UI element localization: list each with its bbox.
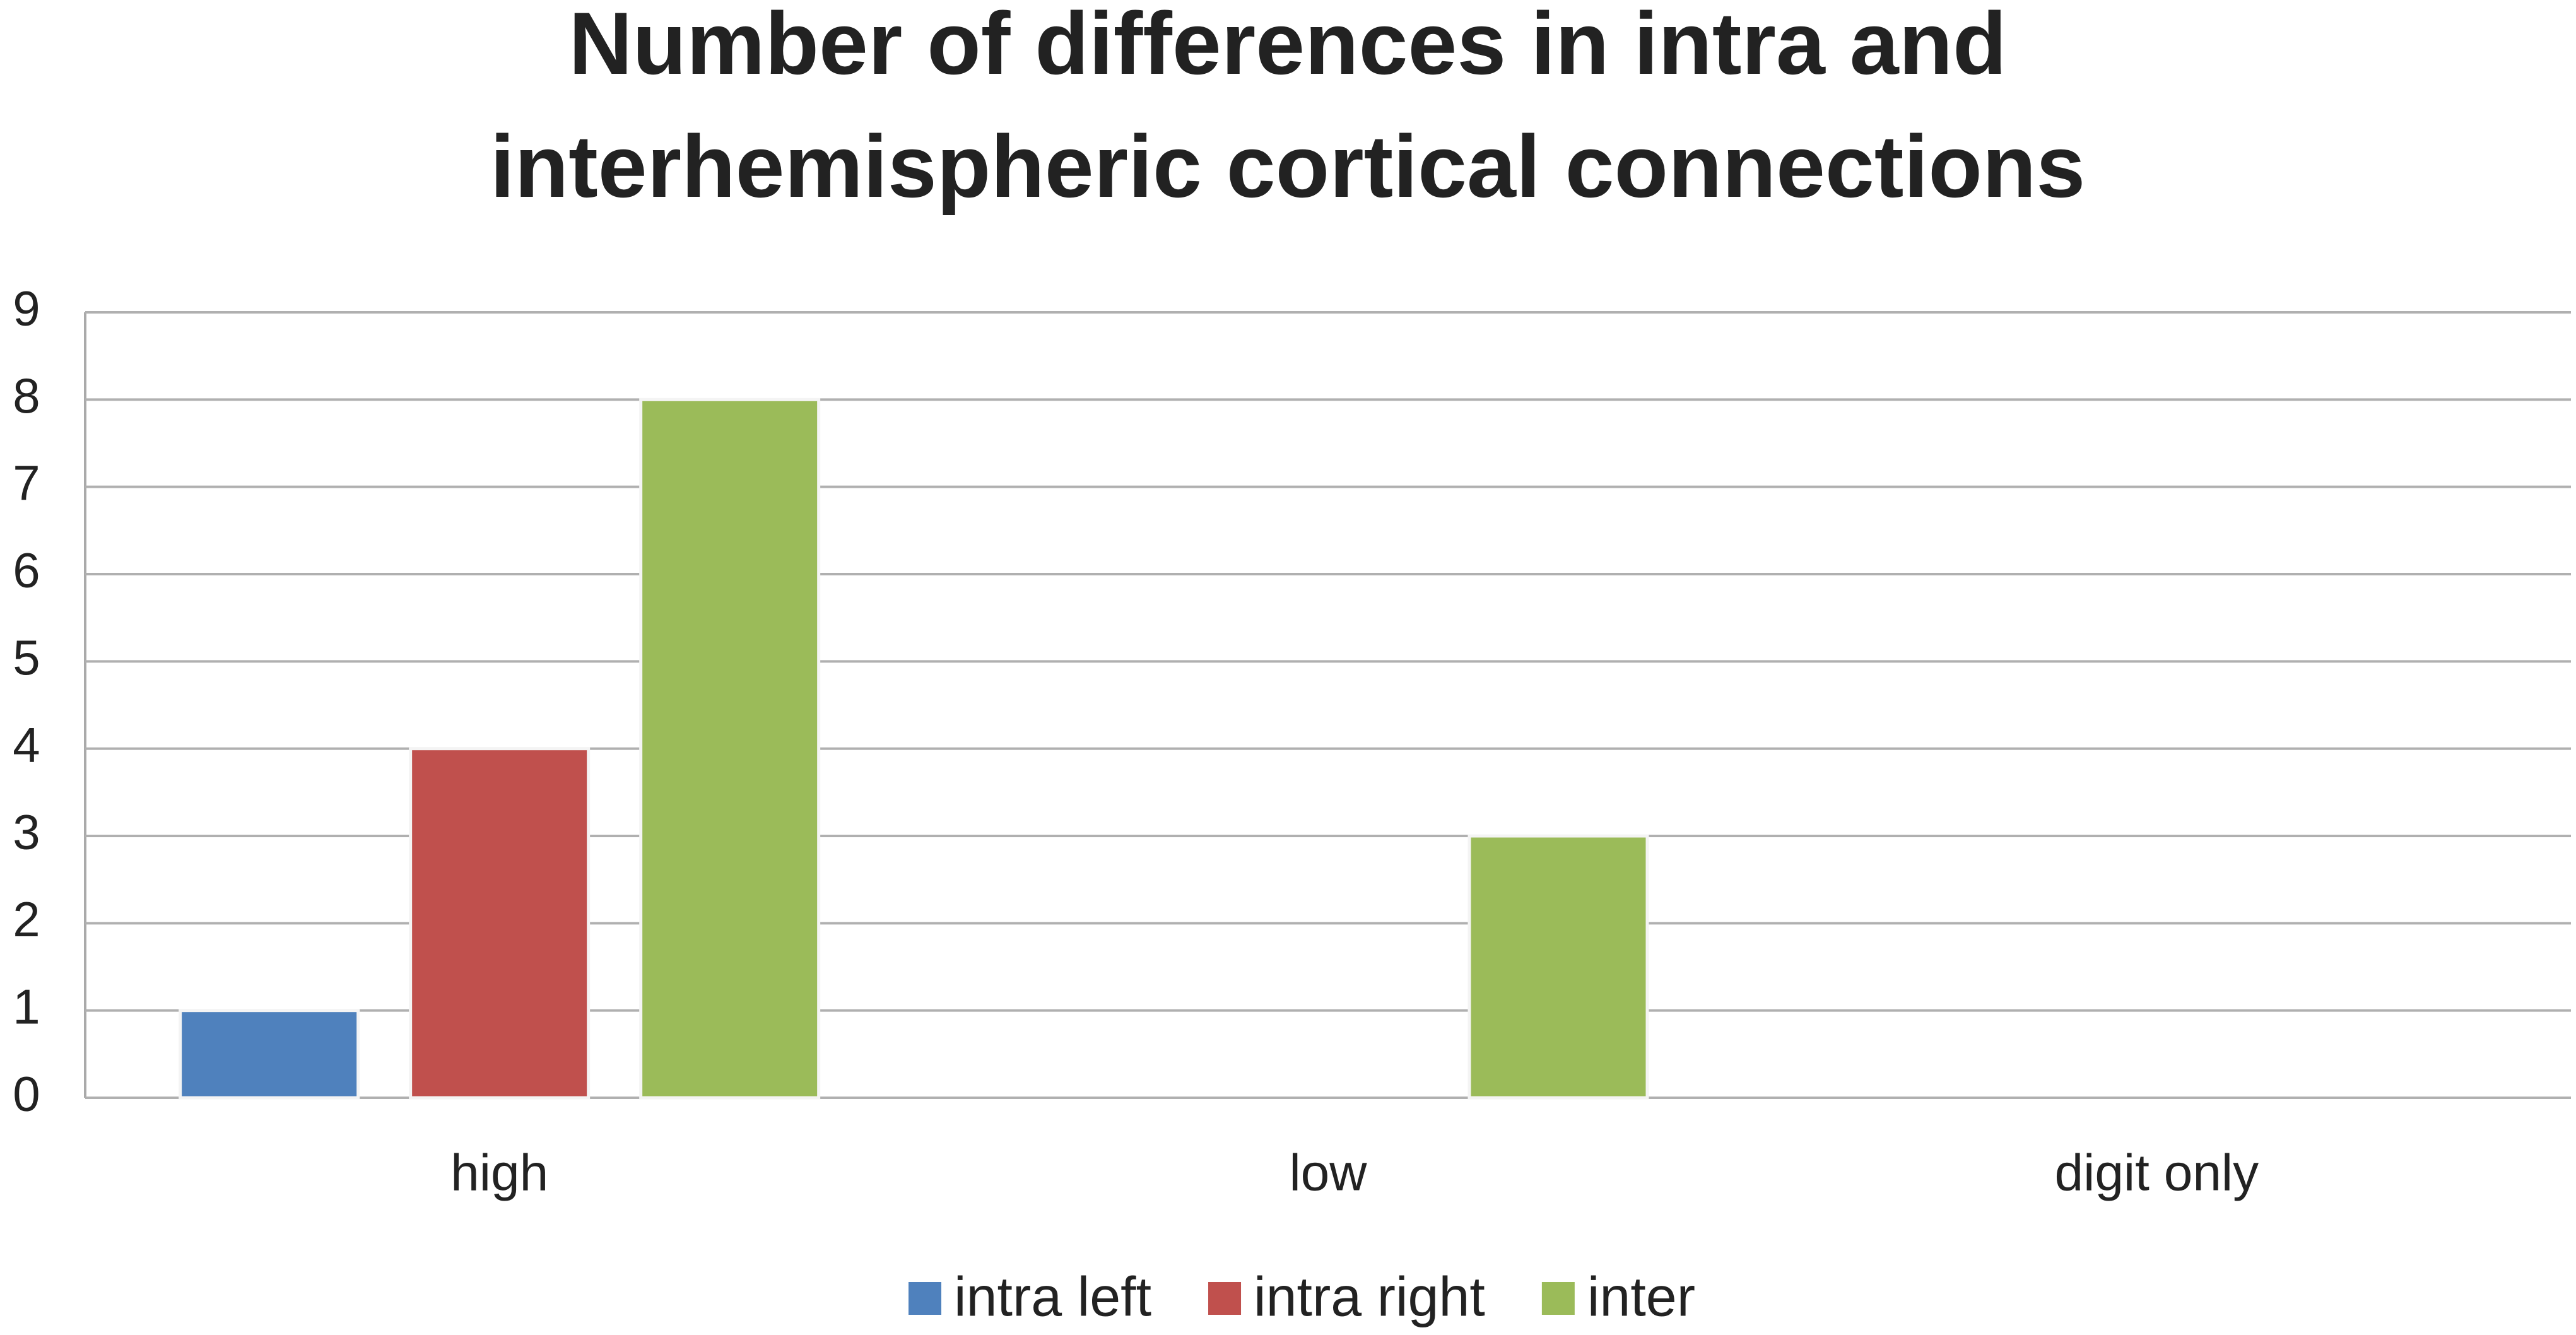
legend-swatch — [909, 1282, 941, 1315]
chart-title: Number of differences in intra and — [568, 0, 2006, 93]
x-tick-label: high — [450, 1144, 548, 1202]
y-tick-label: 5 — [13, 630, 40, 685]
legend-label: inter — [1587, 1265, 1695, 1327]
y-tick-label: 0 — [13, 1066, 40, 1122]
y-tick-label: 8 — [13, 368, 40, 423]
y-tick-label: 6 — [13, 543, 40, 598]
bar — [639, 397, 821, 1100]
legend-swatch — [1208, 1282, 1242, 1315]
y-tick-label: 4 — [13, 717, 40, 772]
y-tick-label: 1 — [13, 979, 40, 1034]
legend-label: intra right — [1254, 1265, 1485, 1327]
bar — [409, 747, 591, 1100]
x-tick-label: digit only — [2055, 1144, 2259, 1202]
y-tick-label: 3 — [13, 804, 40, 860]
bar — [179, 1009, 360, 1100]
y-tick-label: 9 — [13, 281, 40, 336]
bar — [1467, 834, 1649, 1100]
legend-swatch — [1541, 1282, 1575, 1315]
legend-label: intra left — [954, 1265, 1151, 1327]
y-tick-label: 2 — [13, 891, 40, 947]
chart-title: interhemispheric cortical connections — [490, 117, 2085, 216]
y-tick-label: 7 — [13, 455, 40, 510]
x-tick-label: low — [1289, 1144, 1367, 1202]
